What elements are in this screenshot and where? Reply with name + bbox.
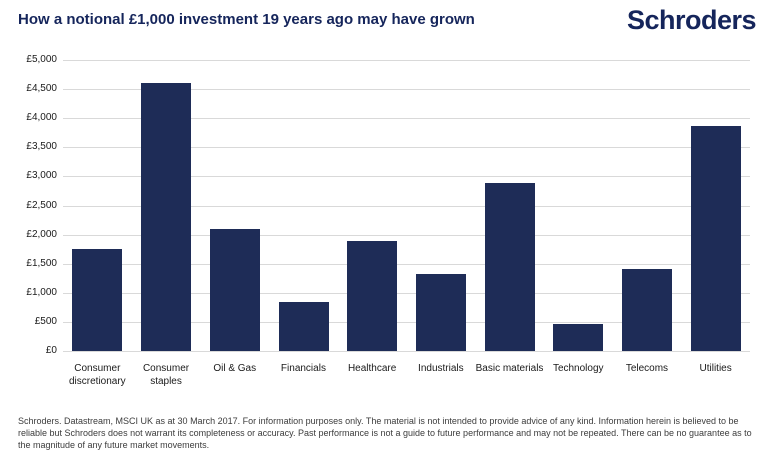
disclaimer-text: Schroders. Datastream, MSCI UK as at 30 … bbox=[18, 416, 752, 450]
gridline bbox=[63, 292, 750, 294]
y-axis-tick-label: £4,000 bbox=[26, 112, 57, 124]
x-axis-category-label: Basic materials bbox=[475, 363, 544, 374]
x-axis-category-label: Financials bbox=[280, 363, 326, 374]
y-axis-tick-label: £4,500 bbox=[26, 83, 57, 95]
gridline bbox=[63, 321, 750, 323]
y-axis-tick-label: £2,000 bbox=[26, 228, 57, 240]
y-axis-tick-label: £3,500 bbox=[26, 141, 57, 153]
gridline bbox=[63, 60, 750, 61]
y-axis-tick-label: £500 bbox=[34, 315, 57, 327]
y-axis-tick-label: £1,000 bbox=[26, 286, 57, 298]
gridline bbox=[63, 205, 750, 207]
x-axis-category-label: Utilities bbox=[699, 363, 732, 374]
schroders-logo: Schroders bbox=[626, 5, 757, 35]
gridline bbox=[63, 234, 750, 236]
gridline bbox=[63, 176, 750, 178]
x-axis-category-label: Oil & Gas bbox=[213, 363, 257, 374]
x-axis-category-label: Consumer staples bbox=[142, 363, 190, 387]
y-axis-tick-label: £1,500 bbox=[26, 257, 57, 269]
gridline bbox=[63, 118, 750, 120]
y-axis-tick-label: £3,000 bbox=[26, 170, 57, 182]
bar-telecoms bbox=[622, 268, 672, 351]
gridline bbox=[63, 89, 750, 91]
gridline bbox=[63, 263, 750, 265]
bar-industrials bbox=[415, 274, 466, 351]
y-axis-tick-label: £2,500 bbox=[26, 199, 57, 211]
bar-oil-gas bbox=[209, 228, 260, 351]
y-axis-tick-label: £0 bbox=[45, 345, 57, 356]
x-axis-category-label: Technology bbox=[552, 363, 604, 374]
bar-healthcare bbox=[347, 241, 398, 351]
bar-basic-materials bbox=[484, 183, 535, 351]
bar-consumer-discretionary bbox=[72, 249, 123, 351]
x-axis-category-label: Consumer discretionary bbox=[68, 363, 126, 387]
gridline bbox=[63, 351, 750, 352]
gridline bbox=[63, 147, 750, 149]
x-axis-category-label: Industrials bbox=[418, 363, 464, 374]
y-axis-tick-label: £5,000 bbox=[26, 54, 57, 65]
bar-utilities bbox=[690, 125, 741, 351]
chart-title: How a notional £1,000 investment 19 year… bbox=[18, 11, 475, 28]
bar-financials bbox=[278, 302, 329, 351]
bar-technology bbox=[553, 323, 604, 351]
x-axis-category-label: Telecoms bbox=[625, 363, 669, 374]
bar-consumer-staples bbox=[141, 83, 191, 351]
x-axis-category-label: Healthcare bbox=[347, 363, 397, 374]
